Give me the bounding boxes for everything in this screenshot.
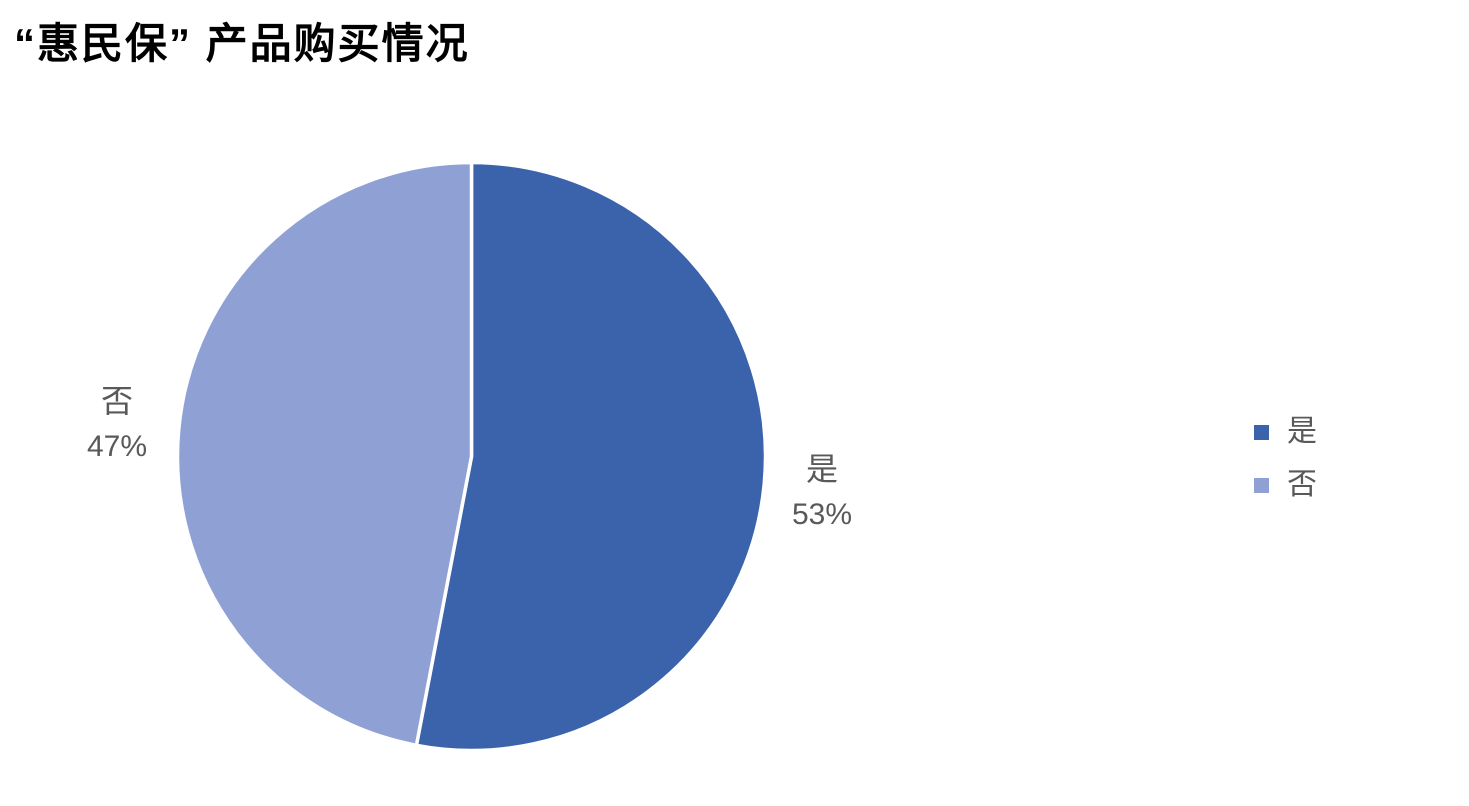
legend-label-yes: 是 [1287,415,1317,448]
legend-swatch-no-icon [1254,477,1269,493]
data-label-no-category: 否 [100,383,133,419]
pie-slice-no [175,160,474,748]
data-label-no-percent: 47% [86,430,148,463]
pie-chart-svg [175,160,768,753]
data-label-yes: 是 53% [752,446,892,538]
data-label-yes-category: 是 [805,451,838,487]
legend: 是 否 [1254,412,1317,518]
legend-swatch-yes-icon [1254,424,1269,440]
pie-slice-yes [414,160,768,753]
legend-item-yes: 是 [1254,412,1317,452]
chart-title: “惠民保” 产品购买情况 [14,20,470,67]
data-label-no: 否 47% [47,378,187,470]
legend-item-no: 否 [1254,465,1317,505]
data-label-yes-percent: 53% [791,498,853,531]
legend-label-no: 否 [1287,468,1317,501]
